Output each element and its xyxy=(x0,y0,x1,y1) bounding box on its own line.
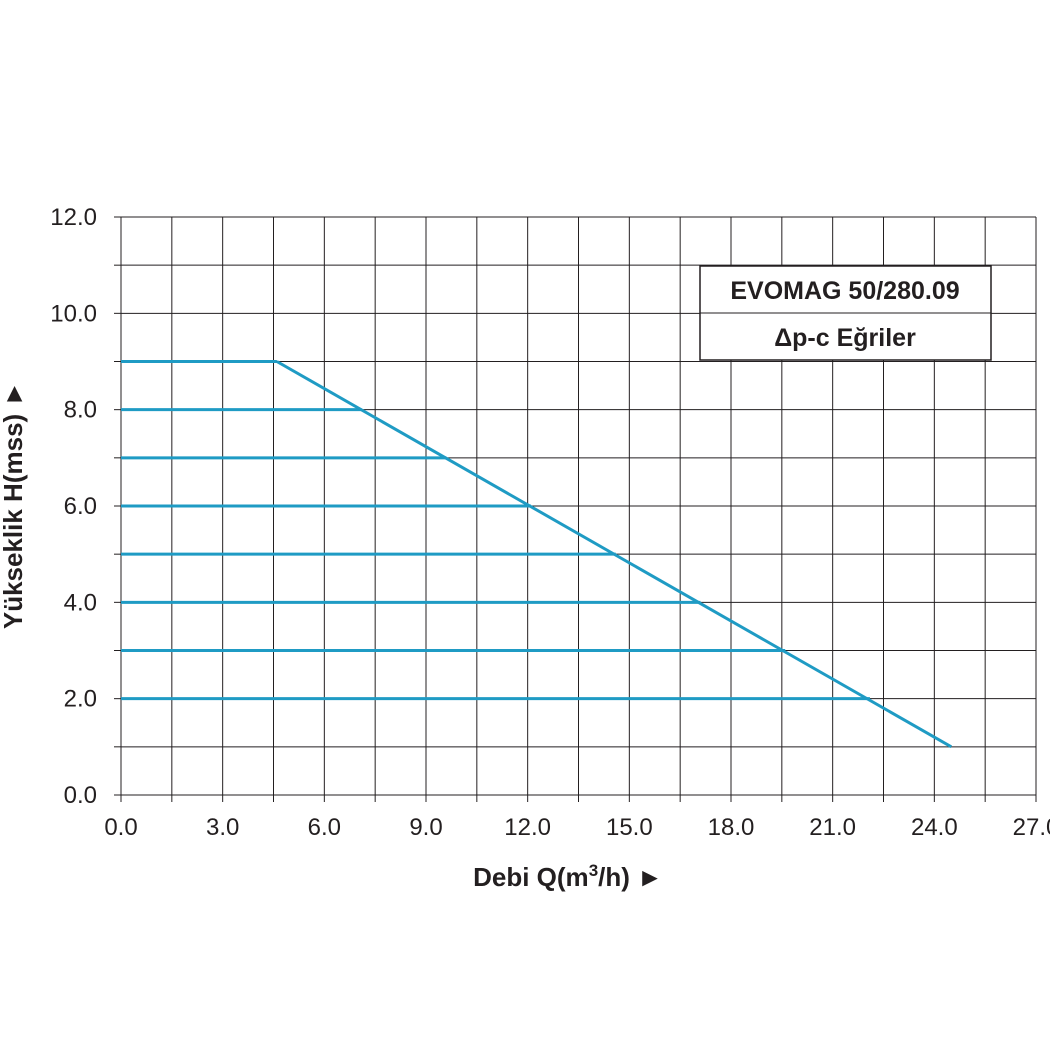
y-tick-label: 2.0 xyxy=(64,686,97,713)
chart-title: EVOMAG 50/280.09 xyxy=(730,277,959,305)
x-tick-labels: 0.0 3.0 6.0 9.0 12.0 15.0 18.0 21.0 24.0 27.0 xyxy=(104,814,1050,841)
x-tick-label: 12.0 xyxy=(504,814,551,841)
x-tick-label: 3.0 xyxy=(206,814,239,841)
y-tick-label: 6.0 xyxy=(64,493,97,520)
x-tick-label: 27.0 xyxy=(1013,814,1050,841)
x-axis-title: Debi Q(m3/h) ► xyxy=(473,861,663,892)
x-axis-title-main: Debi Q(m xyxy=(473,862,589,892)
y-tick-labels: 0.0 2.0 4.0 6.0 8.0 10.0 12.0 xyxy=(50,204,97,809)
legend-box: EVOMAG 50/280.09 Δp-c Eğriler xyxy=(699,265,992,361)
y-tick-label: 4.0 xyxy=(64,589,97,616)
x-axis-title-superscript: 3 xyxy=(589,861,598,880)
chart-subtitle: Δp-c Eğriler xyxy=(774,324,916,352)
x-tick-label: 18.0 xyxy=(708,814,755,841)
x-axis-title-tail: /h) ► xyxy=(598,862,663,892)
series-layer xyxy=(121,360,953,749)
y-tick-label: 0.0 xyxy=(64,782,97,809)
y-tick-label: 8.0 xyxy=(64,397,97,424)
y-tick-label: 12.0 xyxy=(50,204,97,231)
y-axis-title: Yükseklik H(mss) ► xyxy=(0,381,28,629)
x-tick-label: 24.0 xyxy=(911,814,958,841)
x-tick-label: 15.0 xyxy=(606,814,653,841)
x-tick-label: 6.0 xyxy=(308,814,341,841)
x-tick-label: 0.0 xyxy=(104,814,137,841)
series-line-9 xyxy=(276,360,953,749)
y-axis-arrow: ► xyxy=(0,381,28,414)
y-axis-title-text: Yükseklik H(mss) xyxy=(0,414,28,629)
x-tick-label: 9.0 xyxy=(409,814,442,841)
x-tick-label: 21.0 xyxy=(809,814,856,841)
y-tick-label: 10.0 xyxy=(50,300,97,327)
